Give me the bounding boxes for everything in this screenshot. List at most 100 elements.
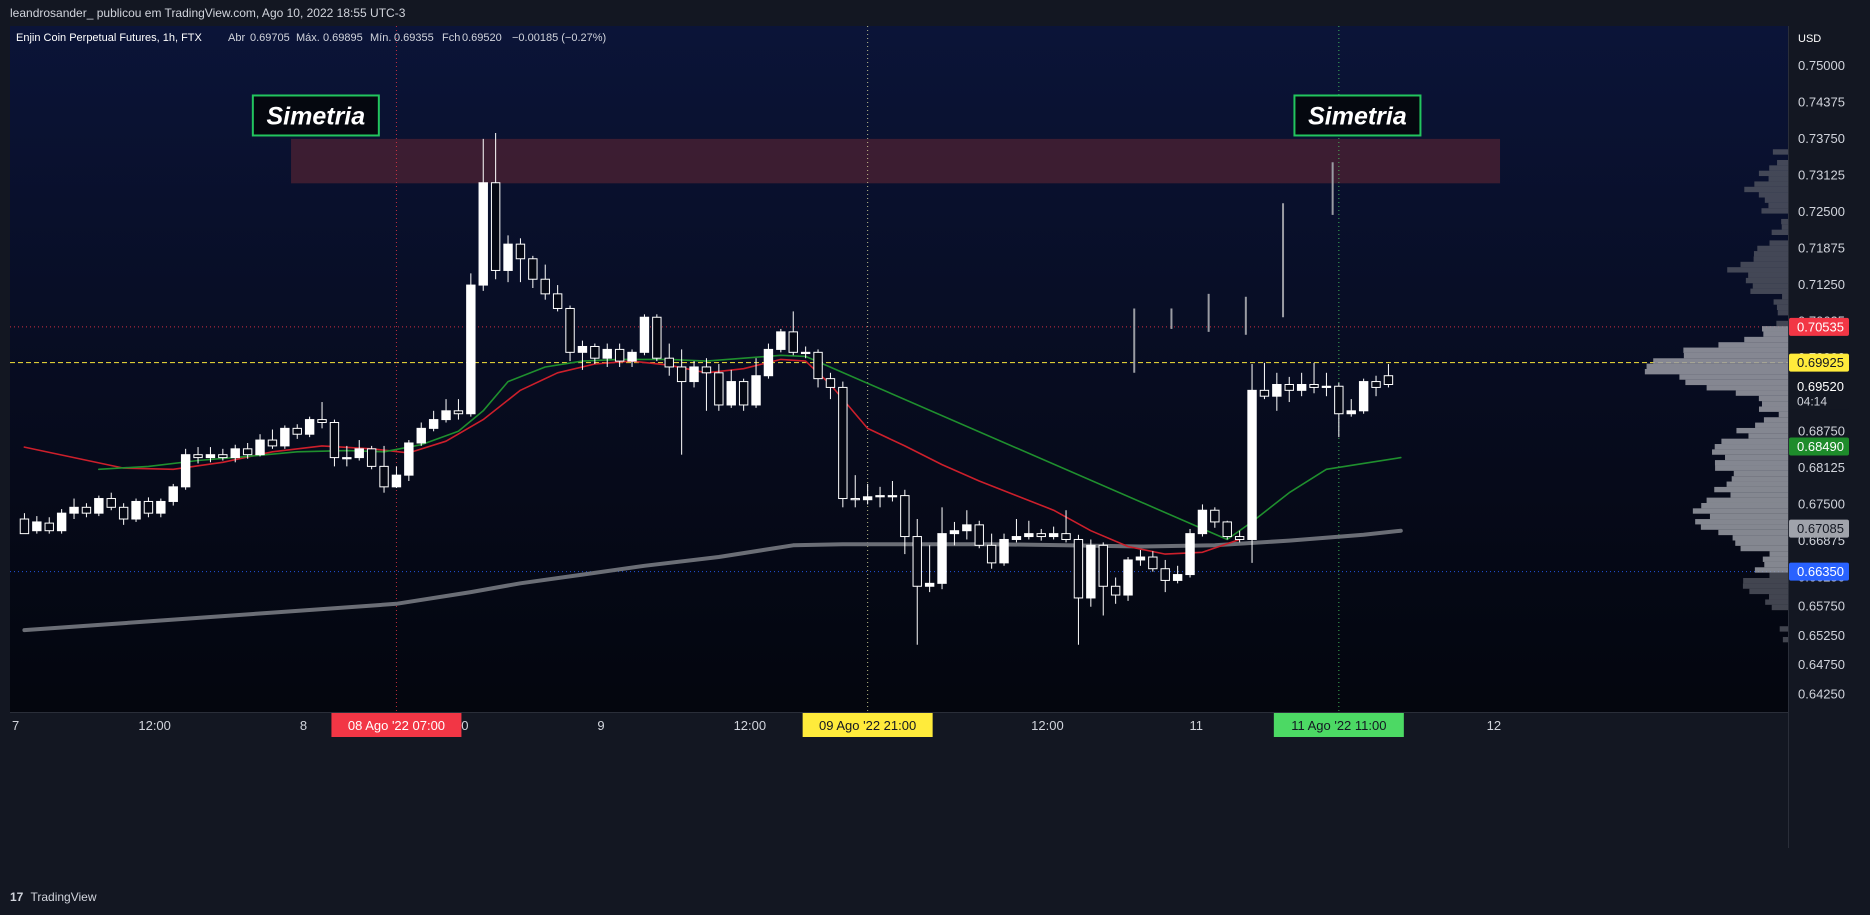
volume-profile-bar xyxy=(1749,588,1788,595)
candle xyxy=(1259,362,1270,400)
candle-body xyxy=(726,381,736,406)
candle-body xyxy=(986,544,997,564)
candle xyxy=(131,498,141,522)
volume-profile-bar xyxy=(1735,390,1788,396)
candle-body xyxy=(701,366,712,374)
volume-profile-bar xyxy=(1700,524,1788,530)
candle-body xyxy=(788,331,798,353)
candle xyxy=(168,483,178,506)
volume-profile-bar xyxy=(1743,578,1788,584)
volume-profile-bar xyxy=(1754,567,1788,573)
volume-profile-bar xyxy=(1732,535,1788,541)
candle-body xyxy=(255,439,265,456)
candle xyxy=(44,517,54,534)
candle xyxy=(118,503,129,525)
volume-profile-bar xyxy=(1762,326,1788,332)
candle-body xyxy=(1272,383,1282,397)
candle-body xyxy=(490,182,501,271)
time-marker-label: 08 Ago '22 07:00 xyxy=(348,718,445,733)
volume-profile-bar xyxy=(1733,470,1788,477)
volume-profile-bar xyxy=(1753,251,1788,257)
chart-plot[interactable]: Simetria Simetria 0.75000 0.74375 0.73750 0.… xyxy=(10,26,1870,848)
candle-body xyxy=(1284,383,1294,391)
price-marker-green[interactable]: 0.68490 xyxy=(1789,437,1849,456)
volume-profile-bar xyxy=(1712,449,1788,455)
volume-profile-bar xyxy=(1744,186,1788,193)
volume-profile-bar xyxy=(1709,513,1788,520)
candle xyxy=(912,519,922,645)
price-marker-blue[interactable]: 0.66350 xyxy=(1789,562,1849,581)
ohlc-legend: Abr 0.69705 Máx. 0.69895 Mín. 0.69355 Fc… xyxy=(228,32,606,44)
price-marker-box xyxy=(1789,377,1849,410)
candle xyxy=(1185,528,1195,578)
candle xyxy=(552,285,563,312)
volume-profile-bar xyxy=(1714,444,1788,450)
volume-profile-bar xyxy=(1685,379,1788,386)
candle-body xyxy=(627,351,637,362)
candle-body xyxy=(391,474,402,488)
candle xyxy=(1048,526,1059,540)
candle-body xyxy=(776,331,786,350)
candle-body xyxy=(1259,389,1270,397)
time-marker-red[interactable]: 08 Ago '22 07:00 xyxy=(331,713,462,737)
candle xyxy=(788,311,798,356)
candle xyxy=(354,440,364,461)
candle xyxy=(453,399,464,420)
candle xyxy=(949,521,960,546)
candle-body xyxy=(1346,410,1356,415)
candle xyxy=(738,378,749,411)
candle xyxy=(441,399,451,423)
volume-profile-bar xyxy=(1782,293,1788,300)
candle xyxy=(1098,542,1108,616)
price-tick-label: 0.73125 xyxy=(1798,167,1845,182)
price-marker-yellow[interactable]: 0.69925 xyxy=(1789,353,1849,372)
candle-body xyxy=(875,495,885,498)
candle xyxy=(267,429,278,449)
candle xyxy=(317,402,327,429)
candle xyxy=(379,445,389,493)
volume-profile-bar xyxy=(1683,352,1788,359)
candle-body xyxy=(1135,556,1146,561)
volume-profile-bar xyxy=(1773,299,1788,305)
candle xyxy=(404,440,414,481)
moving-average-red xyxy=(23,358,1241,555)
candle xyxy=(1036,528,1046,541)
candle xyxy=(627,349,637,367)
candle xyxy=(466,273,476,417)
candle xyxy=(490,133,501,280)
candle-body xyxy=(478,182,488,286)
price-marker-box xyxy=(1789,562,1849,581)
volume-profile-bar xyxy=(1768,176,1788,182)
volume-profile-bar xyxy=(1754,181,1788,187)
annotation-simetria[interactable]: Simetria xyxy=(251,94,380,137)
candle xyxy=(900,489,910,555)
time-marker-green[interactable]: 11 Ago '22 11:00 xyxy=(1273,713,1404,737)
candle xyxy=(1334,382,1344,438)
candle-body xyxy=(379,465,389,488)
volume-profile-bar xyxy=(1750,288,1788,294)
candle xyxy=(1284,376,1294,403)
volume-profile-bar xyxy=(1731,476,1788,482)
volume-profile-bar xyxy=(1740,261,1788,268)
volume-profile-bar xyxy=(1646,363,1788,369)
candle-body xyxy=(962,524,972,532)
candle-body xyxy=(242,448,253,456)
annotation-simetria[interactable]: Simetria xyxy=(1293,94,1422,137)
price-marker-label: 0.70535 xyxy=(1797,319,1844,334)
price-marker-gray[interactable]: 0.67085 xyxy=(1789,519,1849,538)
candle-body xyxy=(1148,556,1158,570)
candle-body xyxy=(1110,585,1121,596)
candle xyxy=(242,442,253,459)
candle xyxy=(193,447,203,464)
candle xyxy=(701,358,712,411)
candle xyxy=(999,533,1009,566)
candle-body xyxy=(1247,389,1257,540)
candle-body xyxy=(1309,383,1319,388)
candle xyxy=(366,445,377,470)
time-marker-yellow[interactable]: 09 Ago '22 21:00 xyxy=(802,713,933,737)
volume-profile-bar xyxy=(1653,358,1788,364)
price-marker-red[interactable]: 0.70535 xyxy=(1789,317,1849,336)
candle-body xyxy=(1371,381,1381,388)
candle xyxy=(838,381,848,508)
